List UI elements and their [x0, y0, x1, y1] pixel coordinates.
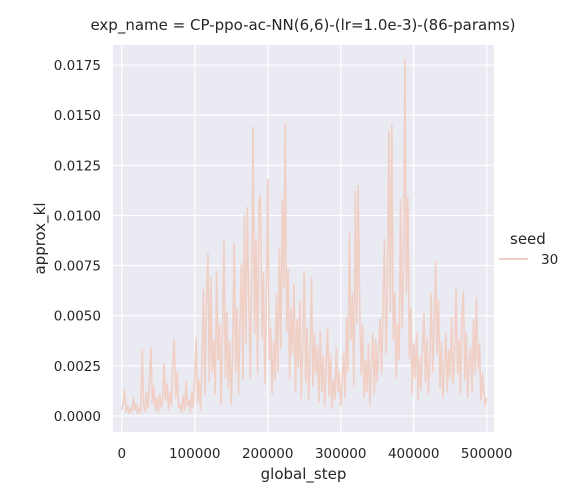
y-axis-title: approx_kl: [31, 202, 50, 274]
y-tick-label: 0.0000: [54, 409, 101, 425]
series-line-seed-30: [120, 58, 488, 415]
series-layer: [120, 58, 488, 415]
x-axis-title: global_step: [261, 465, 347, 484]
y-tick-label: 0.0050: [54, 309, 101, 325]
x-tick-label: 300000: [315, 446, 367, 462]
y-tick-label: 0.0100: [54, 208, 101, 224]
plot-area: [113, 45, 494, 432]
y-tick-label: 0.0125: [54, 158, 101, 174]
x-tick-label: 200000: [242, 446, 294, 462]
legend-title: seed: [510, 230, 546, 248]
y-tick-labels: 0.0000 0.0025 0.0050 0.0075 0.0100 0.0125 0.01…: [54, 58, 101, 425]
x-tick-label: 400000: [388, 446, 440, 462]
y-tick-label: 0.0175: [54, 58, 101, 74]
y-tick-label: 0.0075: [54, 259, 101, 275]
y-tick-label: 0.0025: [54, 359, 101, 375]
y-tick-label: 0.0150: [54, 108, 101, 124]
legend-series-label: 30: [541, 252, 558, 268]
chart-title: exp_name = CP-ppo-ac-NN(6,6)-(lr=1.0e-3)…: [90, 16, 515, 35]
x-tick-label: 500000: [461, 446, 513, 462]
x-tick-label: 100000: [169, 446, 221, 462]
x-tick-labels: 0 100000 200000 300000 400000 500000: [117, 446, 512, 462]
x-tick-label: 0: [117, 446, 126, 462]
legend: seed 30: [499, 230, 558, 268]
